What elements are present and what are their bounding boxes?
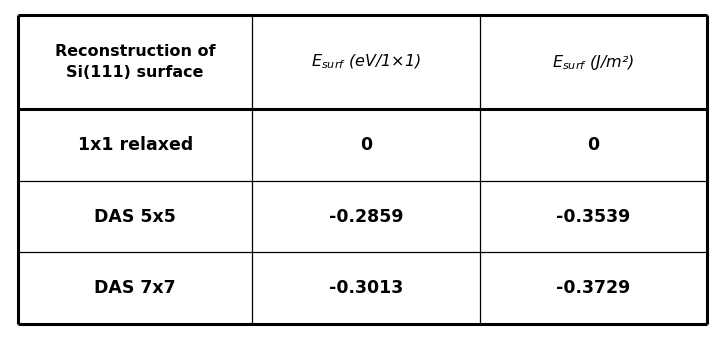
Text: -0.3539: -0.3539 bbox=[556, 207, 630, 225]
Text: -0.3729: -0.3729 bbox=[556, 279, 630, 297]
Text: -0.2859: -0.2859 bbox=[328, 207, 403, 225]
Text: DAS 7x7: DAS 7x7 bbox=[94, 279, 176, 297]
Text: 0: 0 bbox=[360, 136, 372, 154]
Text: 0: 0 bbox=[587, 136, 600, 154]
Text: 1x1 relaxed: 1x1 relaxed bbox=[78, 136, 193, 154]
Text: -0.3013: -0.3013 bbox=[329, 279, 403, 297]
Text: $\mathit{E}_{surf}$ (J/m²): $\mathit{E}_{surf}$ (J/m²) bbox=[552, 53, 634, 72]
Text: $\mathit{E}_{surf}$ (eV/1×1): $\mathit{E}_{surf}$ (eV/1×1) bbox=[311, 53, 421, 72]
Text: DAS 5x5: DAS 5x5 bbox=[94, 207, 176, 225]
Text: Reconstruction of
Si(111) surface: Reconstruction of Si(111) surface bbox=[55, 44, 215, 80]
